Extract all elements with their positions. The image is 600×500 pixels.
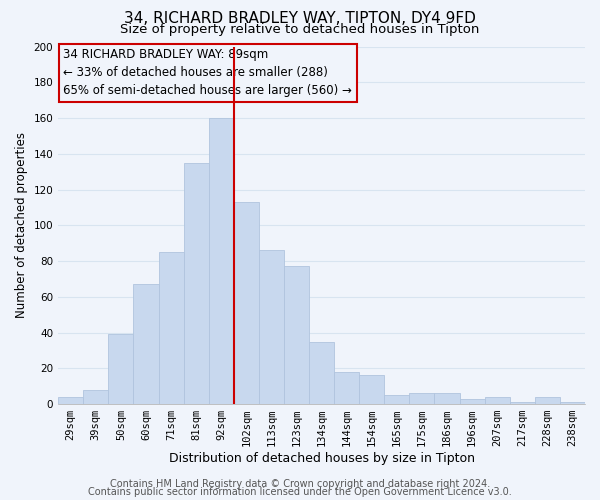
Bar xyxy=(385,395,409,404)
Bar xyxy=(58,397,83,404)
Bar xyxy=(409,394,434,404)
Bar xyxy=(434,394,460,404)
Bar xyxy=(535,397,560,404)
Bar xyxy=(359,376,385,404)
Y-axis label: Number of detached properties: Number of detached properties xyxy=(15,132,28,318)
Bar xyxy=(109,334,133,404)
Bar xyxy=(334,372,359,404)
Bar xyxy=(133,284,158,404)
Bar xyxy=(209,118,234,404)
Bar xyxy=(234,202,259,404)
Bar xyxy=(460,398,485,404)
Bar xyxy=(83,390,109,404)
Bar xyxy=(510,402,535,404)
Bar xyxy=(259,250,284,404)
Bar xyxy=(158,252,184,404)
Bar xyxy=(560,402,585,404)
Text: Contains HM Land Registry data © Crown copyright and database right 2024.: Contains HM Land Registry data © Crown c… xyxy=(110,479,490,489)
Text: 34 RICHARD BRADLEY WAY: 89sqm
← 33% of detached houses are smaller (288)
65% of : 34 RICHARD BRADLEY WAY: 89sqm ← 33% of d… xyxy=(64,48,352,98)
Bar xyxy=(485,397,510,404)
X-axis label: Distribution of detached houses by size in Tipton: Distribution of detached houses by size … xyxy=(169,452,475,465)
Bar xyxy=(284,266,309,404)
Text: Contains public sector information licensed under the Open Government Licence v3: Contains public sector information licen… xyxy=(88,487,512,497)
Bar xyxy=(184,162,209,404)
Bar xyxy=(309,342,334,404)
Text: 34, RICHARD BRADLEY WAY, TIPTON, DY4 9FD: 34, RICHARD BRADLEY WAY, TIPTON, DY4 9FD xyxy=(124,11,476,26)
Text: Size of property relative to detached houses in Tipton: Size of property relative to detached ho… xyxy=(121,22,479,36)
